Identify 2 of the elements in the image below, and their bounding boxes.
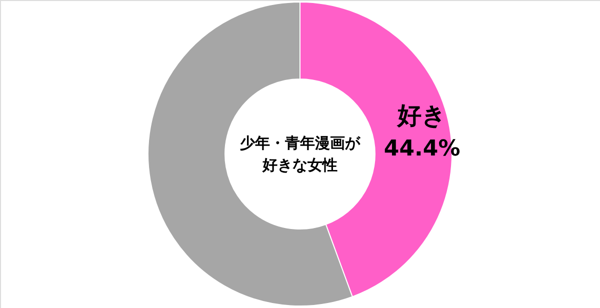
text: 少年・青年漫画が好きな女性: [240, 134, 361, 174]
slice-label: 好き: [396, 101, 447, 130]
